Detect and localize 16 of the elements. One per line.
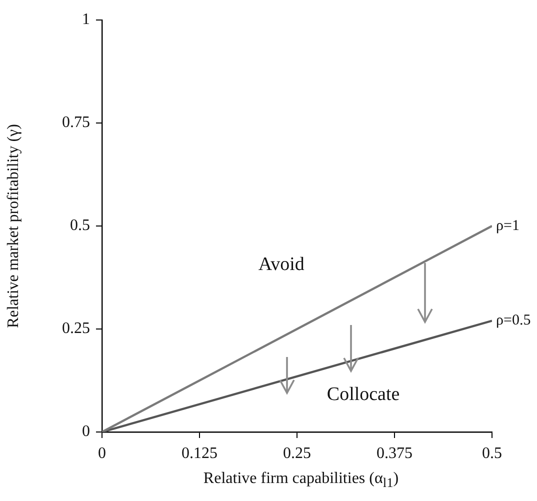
y-tick-label: 1 [82,11,90,28]
annotation: Collocate [326,384,400,406]
series-label: ρ=1 [496,218,520,234]
x-tick-label: 0 [98,444,106,462]
y-tick-label: 0.75 [62,114,90,132]
y-tick-label: 0.5 [70,217,90,234]
annotation: Avoid [258,254,304,276]
y-axis-title: Relative market profitability (γ) [5,124,23,328]
y-tick-label: 0 [82,423,90,440]
x-tick-label: 0.25 [283,444,311,462]
y-tick-label: 0.25 [62,320,90,338]
x-tick-label: 0.375 [376,444,412,462]
x-axis-title: Relative firm capabilities (α$_{l1}$) [203,470,399,492]
series-label: ρ=0.5 [496,312,531,329]
x-tick-label: 0.5 [482,444,502,462]
x-tick-label: 0.125 [182,444,218,462]
